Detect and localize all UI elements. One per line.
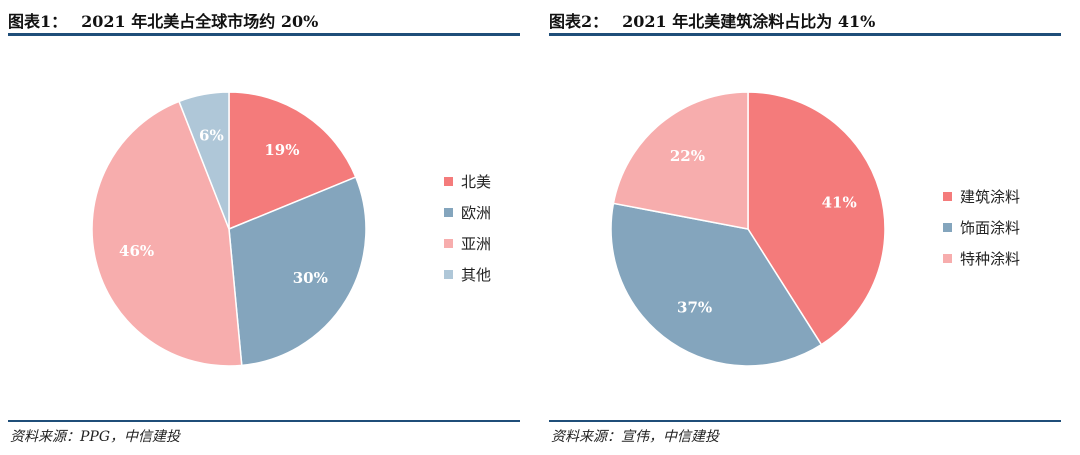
slice-data-label: 30%: [293, 269, 328, 287]
legend-label: 欧洲: [461, 204, 492, 222]
legend-label: 亚洲: [461, 235, 492, 253]
legend-label: 特种涂料: [960, 250, 1021, 268]
chart-panel-market-share: 图表1： 2021 年北美占全球市场约 20% 19% 30% 46% 6% 北美欧洲亚…: [0, 0, 520, 455]
legend-item: 北美: [444, 166, 491, 197]
chart-panel-coating-share: 图表2： 2021 年北美建筑涂料占比为 41% 41% 37% 22% 建筑涂料饰面…: [541, 0, 1061, 455]
legend-item: 其他: [444, 259, 491, 290]
legend-label: 北美: [461, 173, 492, 191]
legend-item: 亚洲: [444, 228, 491, 259]
legend-swatch: [444, 270, 453, 279]
source-rule: [8, 420, 520, 422]
pie-slice: [747, 91, 886, 346]
pie-chart-coating-share: 41% 37% 22%: [610, 91, 886, 367]
legend-item: 特种涂料: [943, 243, 1020, 274]
pie-slice: [610, 202, 823, 367]
title-rule: [549, 33, 1061, 36]
figure-title-text: 2021 年北美建筑涂料占比为 41%: [622, 12, 876, 31]
legend-item: 饰面涂料: [943, 212, 1020, 243]
pie-chart-market-share: 19% 30% 46% 6%: [91, 91, 367, 367]
chart-legend: 建筑涂料饰面涂料特种涂料: [943, 181, 1020, 274]
legend-swatch: [943, 254, 952, 263]
pie-slice: [228, 176, 367, 367]
legend-item: 建筑涂料: [943, 181, 1020, 212]
legend-swatch: [444, 177, 453, 186]
slice-data-label: 19%: [264, 141, 299, 159]
slice-data-label: 6%: [199, 127, 224, 145]
legend-swatch: [943, 192, 952, 201]
legend-swatch: [444, 208, 453, 217]
source-note: 资料来源：PPG，中信建投: [10, 429, 181, 445]
figure-number: 图表1：: [8, 12, 68, 31]
title-rule: [8, 33, 520, 36]
chart-legend: 北美 欧洲 亚洲 其他: [444, 166, 491, 290]
legend-label: 建筑涂料: [960, 188, 1021, 206]
pie-slice: [228, 91, 357, 231]
slice-data-label: 37%: [677, 299, 712, 317]
pie-slice: [612, 91, 749, 230]
legend-label: 饰面涂料: [960, 219, 1021, 237]
legend-swatch: [943, 223, 952, 232]
legend-swatch: [444, 239, 453, 248]
figure-title: 图表2： 2021 年北美建筑涂料占比为 41%: [549, 8, 875, 32]
slice-data-label: 22%: [670, 147, 705, 165]
slice-data-label: 46%: [119, 242, 154, 260]
pie-slice: [178, 91, 230, 230]
figure-number: 图表2：: [549, 12, 609, 31]
slice-data-label: 41%: [822, 194, 857, 212]
figure-title: 图表1： 2021 年北美占全球市场约 20%: [8, 8, 318, 32]
legend-label: 其他: [461, 266, 492, 284]
figure-title-text: 2021 年北美占全球市场约 20%: [81, 12, 319, 31]
source-rule: [549, 420, 1061, 422]
source-note: 资料来源：宣伟，中信建投: [551, 429, 719, 445]
legend-item: 欧洲: [444, 197, 491, 228]
